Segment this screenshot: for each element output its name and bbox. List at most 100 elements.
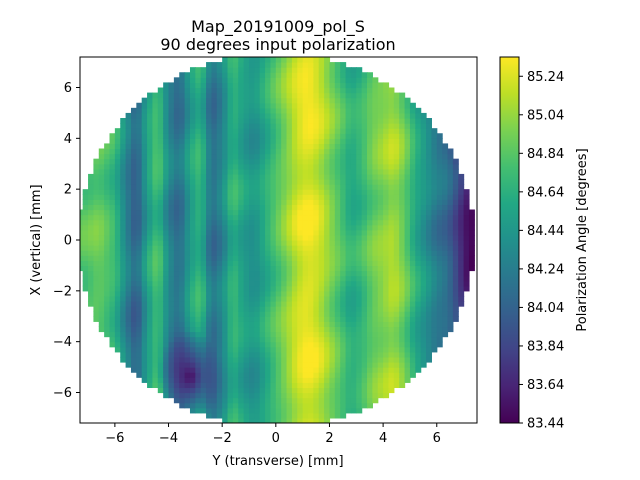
heatmap-cell: [173, 234, 180, 241]
heatmap-cell: [318, 219, 325, 226]
heatmap-cell: [377, 214, 384, 221]
heatmap-cell: [377, 97, 384, 104]
heatmap-cell: [281, 423, 287, 429]
heatmap-cell: [120, 265, 127, 272]
heatmap-cell: [291, 128, 298, 134]
heatmap-cell: [367, 240, 373, 246]
heatmap-cell: [329, 295, 336, 302]
heatmap-cell: [377, 321, 384, 328]
heatmap-cell: [286, 387, 293, 394]
heatmap-cell: [184, 143, 191, 150]
heatmap-cell: [463, 270, 470, 277]
heatmap-cell: [211, 128, 218, 134]
heatmap-cell: [152, 229, 159, 236]
heatmap-cell: [270, 290, 277, 297]
heatmap-cell: [340, 128, 347, 134]
heatmap-cell: [329, 382, 336, 389]
heatmap-cell: [426, 128, 432, 134]
heatmap-cell: [291, 341, 298, 348]
heatmap-cell: [184, 118, 191, 124]
heatmap-cell: [173, 82, 180, 89]
heatmap-cell: [227, 97, 234, 104]
heatmap-cell: [275, 392, 282, 399]
heatmap-cell: [254, 72, 261, 78]
heatmap-cell: [281, 402, 288, 409]
heatmap-cell: [447, 209, 454, 216]
heatmap-cell: [222, 402, 229, 409]
heatmap-cell: [259, 351, 266, 358]
heatmap-cell: [458, 229, 465, 236]
heatmap-cell: [152, 163, 159, 170]
heatmap-cell: [114, 270, 121, 277]
heatmap-cell: [318, 143, 325, 150]
heatmap-cell: [211, 168, 218, 175]
heatmap-cell: [206, 407, 213, 414]
heatmap-cell: [415, 204, 422, 211]
heatmap-cell: [243, 168, 250, 175]
heatmap-cell: [216, 290, 223, 297]
heatmap-cell: [463, 199, 470, 206]
heatmap-cell: [232, 67, 239, 73]
heatmap-cell: [238, 163, 245, 170]
heatmap-cell: [393, 367, 400, 373]
heatmap-cell: [388, 326, 395, 333]
heatmap-cell: [184, 153, 191, 160]
heatmap-cell: [114, 255, 121, 261]
heatmap-cell: [286, 179, 293, 185]
heatmap-cell: [281, 189, 288, 195]
heatmap-cell: [297, 377, 304, 383]
heatmap-cell: [254, 214, 261, 221]
heatmap-cell: [152, 204, 159, 211]
heatmap-cell: [227, 214, 234, 221]
heatmap-cell: [281, 87, 288, 94]
heatmap-cell: [308, 194, 314, 200]
heatmap-cell: [297, 250, 304, 256]
heatmap-cell: [458, 301, 465, 307]
heatmap-cell: [292, 423, 298, 429]
heatmap-cell: [114, 316, 121, 322]
heatmap-cell: [383, 250, 390, 256]
heatmap-cell: [291, 351, 298, 358]
heatmap-cell: [227, 367, 234, 373]
heatmap-cell: [114, 336, 121, 343]
heatmap-cell: [270, 336, 277, 343]
heatmap-cell: [82, 250, 89, 256]
heatmap-cell: [222, 321, 229, 328]
heatmap-cell: [318, 316, 325, 322]
heatmap-cell: [420, 112, 427, 119]
heatmap-cell: [184, 387, 191, 394]
heatmap-cell: [125, 224, 132, 231]
heatmap-cell: [361, 245, 368, 251]
heatmap-cell: [168, 275, 175, 282]
heatmap-cell: [152, 123, 159, 129]
heatmap-cell: [383, 163, 390, 170]
heatmap-cell: [104, 184, 111, 190]
heatmap-cell: [356, 209, 363, 216]
colorbar-label: Polarization Angle [degrees]: [575, 148, 590, 331]
heatmap-cell: [420, 245, 427, 251]
heatmap-cell: [163, 382, 170, 389]
heatmap-cell: [184, 97, 191, 104]
heatmap-cell: [227, 57, 234, 63]
heatmap-cell: [436, 219, 443, 226]
heatmap-cell: [109, 199, 116, 206]
heatmap-cell: [356, 163, 363, 170]
heatmap-cell: [275, 306, 282, 312]
heatmap-cell: [141, 97, 148, 104]
heatmap-cell: [88, 285, 95, 292]
heatmap-cell: [286, 214, 293, 221]
heatmap-cell: [157, 128, 164, 134]
heatmap-cell: [324, 194, 331, 200]
heatmap-cell: [404, 194, 411, 200]
heatmap-cell: [168, 224, 175, 231]
heatmap-cell: [93, 240, 100, 246]
heatmap-cell: [227, 346, 234, 353]
heatmap-cell: [189, 326, 196, 333]
heatmap-cell: [297, 112, 304, 119]
heatmap-cell: [114, 158, 121, 165]
heatmap-cell: [377, 209, 384, 216]
heatmap-cell: [372, 184, 379, 190]
heatmap-cell: [318, 275, 325, 282]
heatmap-cell: [281, 184, 288, 190]
heatmap-cell: [104, 316, 111, 322]
